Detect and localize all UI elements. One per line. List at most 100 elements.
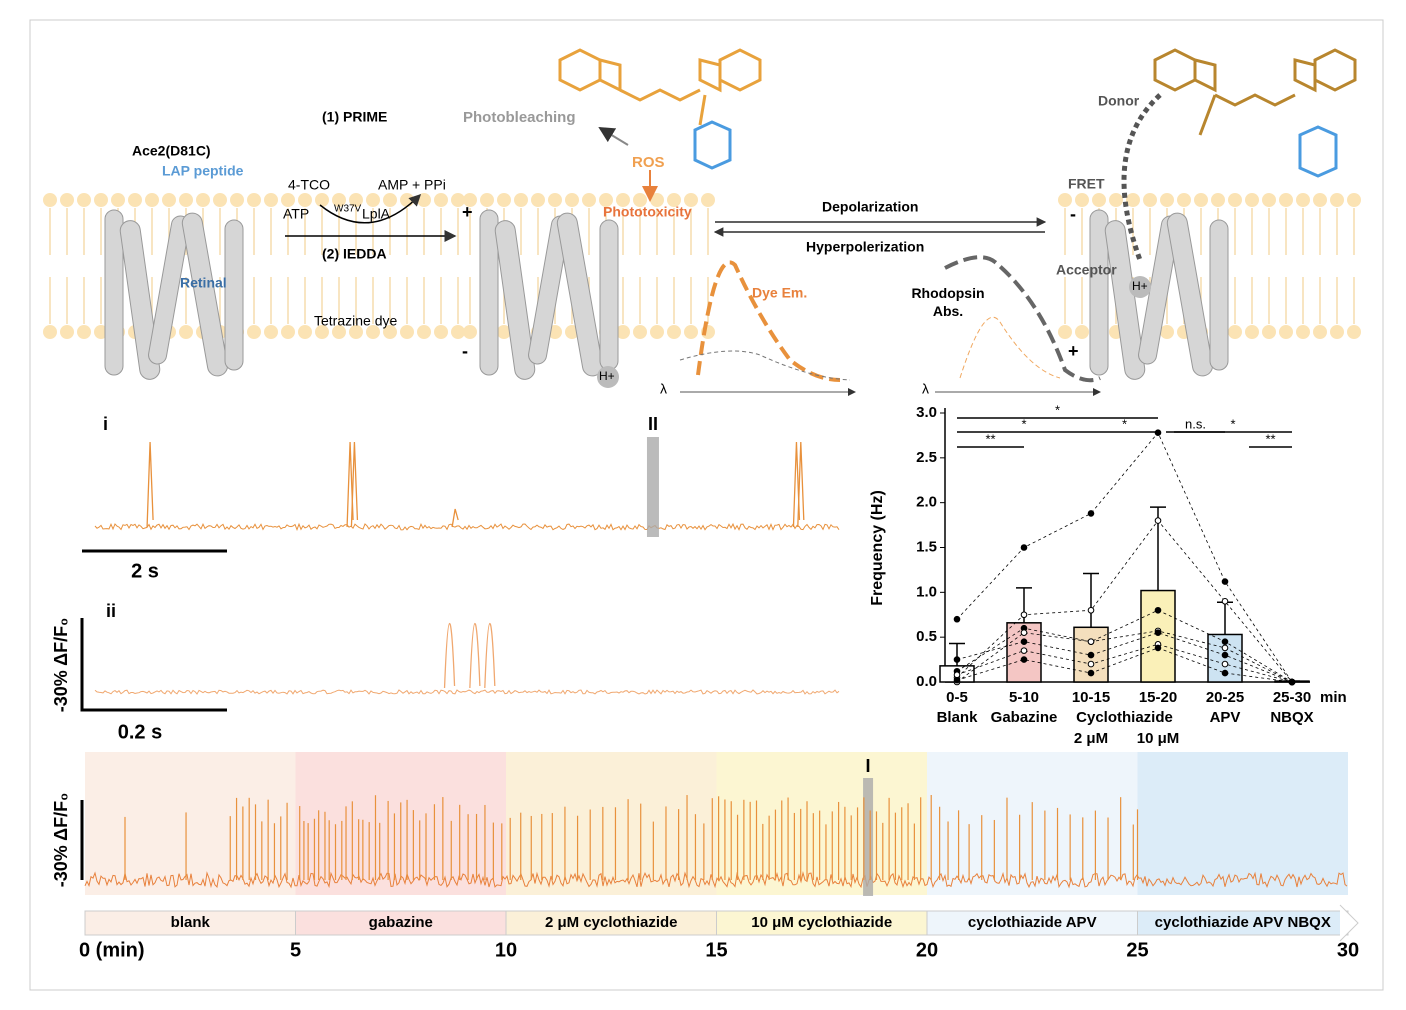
lipid-head bbox=[264, 193, 278, 207]
lipid-head bbox=[514, 193, 528, 207]
lipid-head bbox=[667, 193, 681, 207]
label: λ bbox=[922, 381, 929, 397]
lipid-head bbox=[582, 193, 596, 207]
lipid-head bbox=[701, 193, 715, 207]
treatment-band bbox=[716, 752, 927, 895]
label: W37V bbox=[334, 204, 362, 215]
panel-label: ii bbox=[106, 601, 116, 621]
lipid-head bbox=[111, 193, 125, 207]
lipid-head bbox=[298, 193, 312, 207]
cell-point bbox=[1154, 517, 1162, 524]
label: λ bbox=[660, 381, 667, 397]
y-tick-label: 3.0 bbox=[916, 404, 937, 421]
cell-point bbox=[1020, 638, 1028, 645]
x-tick-label: 20-25 bbox=[1206, 689, 1244, 706]
segment-label: cyclothiazide APV bbox=[968, 914, 1097, 931]
lipid-head bbox=[43, 193, 57, 207]
label: AMP + PPi bbox=[378, 177, 446, 193]
cell-point bbox=[1020, 629, 1028, 636]
lipid-head bbox=[60, 325, 74, 339]
lipid-head bbox=[1143, 193, 1157, 207]
lipid-head bbox=[94, 193, 108, 207]
lipid-head bbox=[1075, 325, 1089, 339]
proton-sphere bbox=[597, 366, 619, 388]
x-group-label: NBQX bbox=[1270, 709, 1313, 726]
x-group-label: Blank bbox=[937, 709, 979, 726]
lipid-head bbox=[298, 325, 312, 339]
x-tick-label: 25-30 bbox=[1273, 689, 1311, 706]
label: (2) IEDDA bbox=[322, 246, 387, 262]
cell-point bbox=[1087, 510, 1095, 517]
treatment-band bbox=[1137, 752, 1348, 895]
significance-label: n.s. bbox=[1185, 416, 1206, 431]
cell-point bbox=[1087, 606, 1095, 614]
label: H+ bbox=[1132, 279, 1148, 293]
lipid-head bbox=[1058, 193, 1072, 207]
x-tick-label: 0 (min) bbox=[79, 939, 145, 961]
protein-left bbox=[104, 209, 244, 380]
lipid-head bbox=[650, 325, 664, 339]
lipid-head bbox=[128, 193, 142, 207]
lipid-head bbox=[497, 325, 511, 339]
label: Hyperpolerization bbox=[806, 239, 924, 255]
x-tick-label: 5-10 bbox=[1009, 689, 1039, 706]
lipid-head bbox=[1160, 193, 1174, 207]
cyclooctyne-right bbox=[1298, 125, 1338, 178]
spectrum-curve bbox=[679, 350, 851, 381]
label: Phototoxicity bbox=[603, 204, 692, 220]
x-tick-label: 0-5 bbox=[946, 689, 968, 706]
label: Ace2(D81C) bbox=[132, 143, 211, 159]
y-tick-label: 0.5 bbox=[916, 628, 937, 645]
lipid-head bbox=[1194, 193, 1208, 207]
cell-point bbox=[1154, 606, 1162, 614]
x-unit-label: min bbox=[1320, 689, 1347, 706]
lipid-head bbox=[434, 325, 448, 339]
cell-point bbox=[953, 676, 961, 684]
lipid-head bbox=[400, 325, 414, 339]
lipid-head bbox=[247, 325, 261, 339]
x-group-label: APV bbox=[1210, 709, 1241, 726]
cell-point bbox=[1221, 598, 1229, 605]
lipid-head bbox=[1211, 193, 1225, 207]
enzyme-arrow bbox=[319, 193, 422, 224]
spike bbox=[350, 441, 359, 528]
lipid-head bbox=[1262, 193, 1276, 207]
trace-baseline bbox=[94, 522, 840, 532]
lipid-head bbox=[1279, 325, 1293, 339]
significance-label: * bbox=[1230, 416, 1235, 431]
lipid-head bbox=[599, 193, 613, 207]
arrow-head bbox=[1339, 904, 1359, 942]
y-tick-label: 2.5 bbox=[916, 449, 937, 466]
y-axis-label: Frequency (Hz) bbox=[869, 490, 886, 606]
cell-point bbox=[1020, 611, 1028, 619]
x-dose-label: 2 μM bbox=[1074, 730, 1108, 747]
spike bbox=[484, 622, 496, 689]
bleach-arrow bbox=[598, 126, 629, 146]
lipid-head bbox=[463, 325, 477, 339]
label: 4-TCO bbox=[288, 177, 330, 193]
arrow-segment bbox=[716, 910, 928, 936]
label: LplA bbox=[362, 206, 391, 222]
label: Tetrazine dye bbox=[314, 313, 397, 329]
lipid-head bbox=[264, 325, 278, 339]
cell-point bbox=[1087, 660, 1095, 668]
lipid-head bbox=[1245, 193, 1259, 207]
x-tick-label: 15 bbox=[705, 939, 727, 961]
scale-label: -30% ΔF/F₀ bbox=[51, 618, 71, 712]
lipid-head bbox=[196, 193, 210, 207]
protein-middle bbox=[479, 209, 619, 380]
lipid-head bbox=[315, 193, 329, 207]
cell-point bbox=[1221, 638, 1229, 645]
protein-right bbox=[1089, 209, 1229, 380]
schematic: Ace2(D81C) LAP peptide Retinal (1) PRIME… bbox=[43, 48, 1361, 397]
scale-bar bbox=[80, 618, 227, 712]
lipid-head bbox=[1262, 325, 1276, 339]
spike bbox=[146, 441, 154, 528]
label: Acceptor bbox=[1056, 262, 1117, 278]
x-tick-label: 20 bbox=[916, 939, 938, 961]
lipid-head bbox=[463, 193, 477, 207]
lipid-head bbox=[400, 193, 414, 207]
fret-arrow bbox=[1121, 93, 1162, 261]
dye-emission-curve bbox=[696, 260, 841, 382]
